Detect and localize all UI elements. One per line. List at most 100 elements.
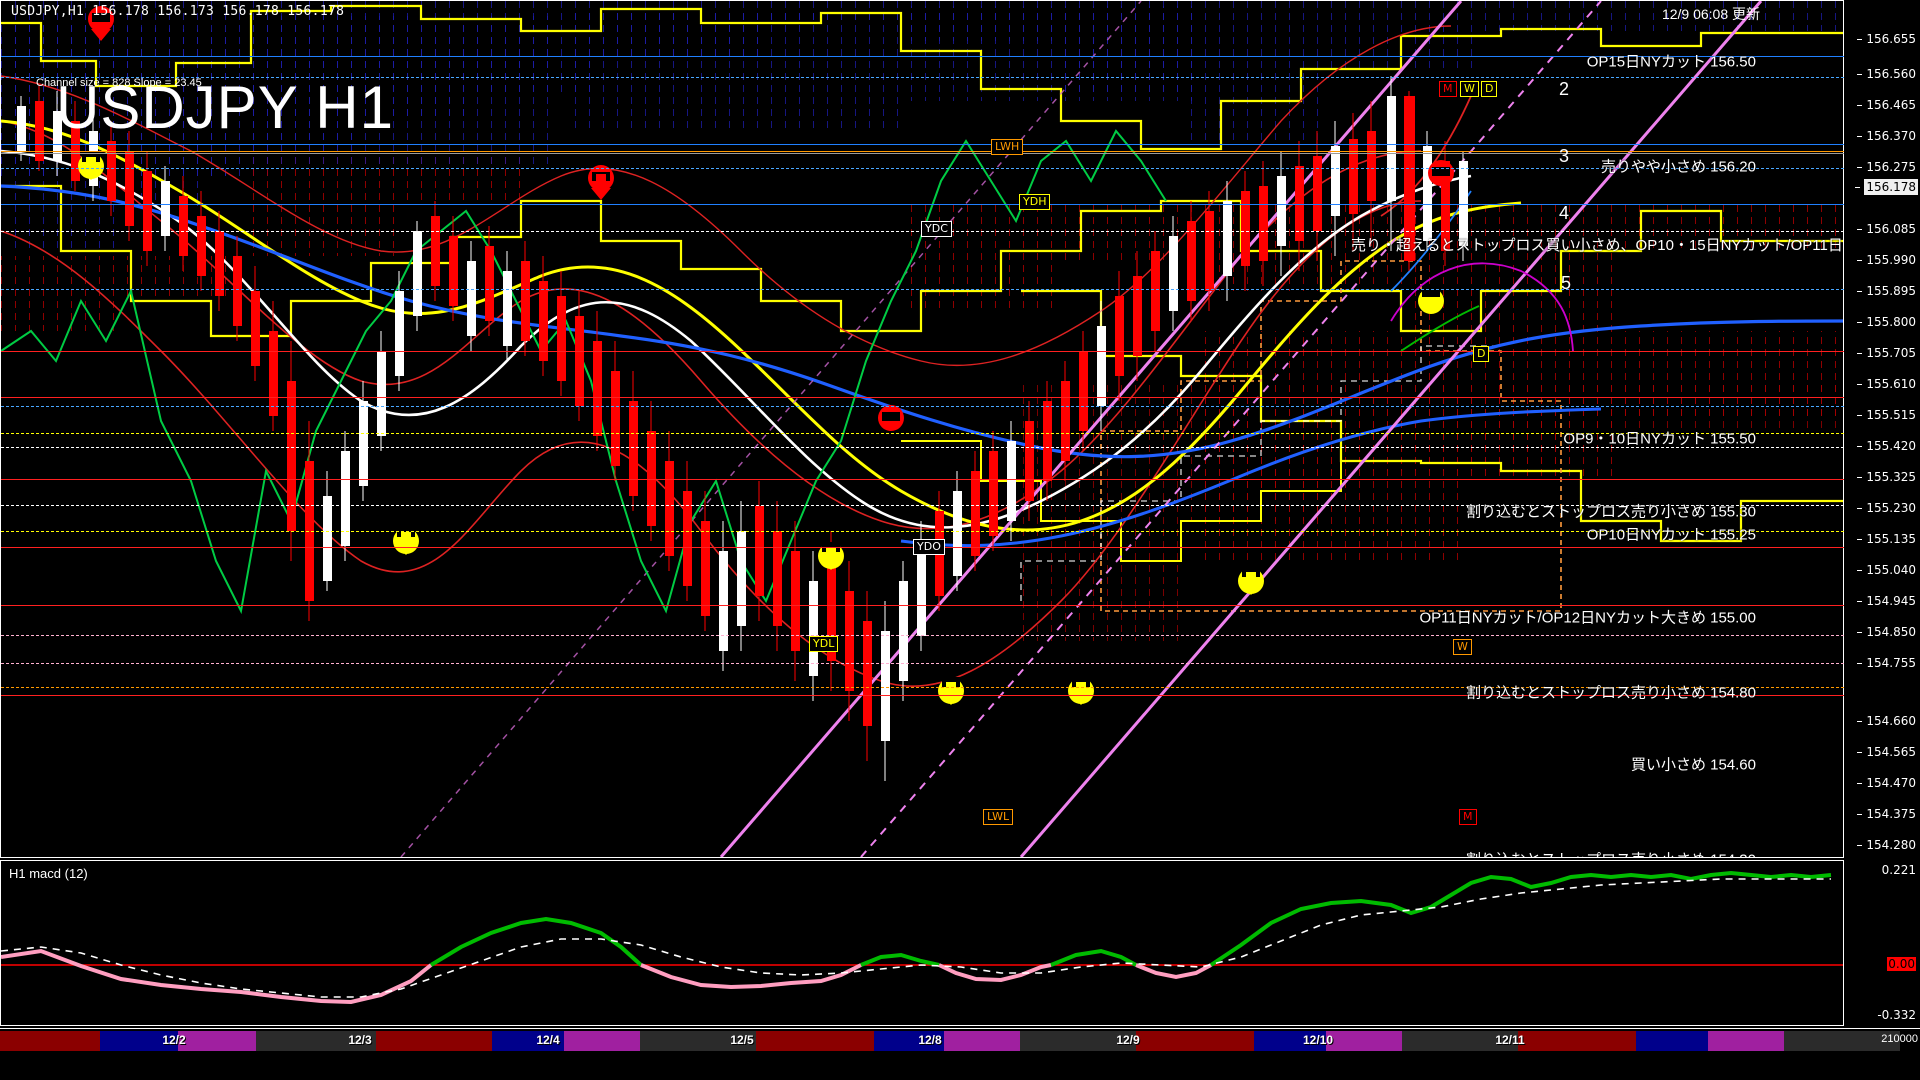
time-tick-5: 12/9 <box>1116 1033 1140 1047</box>
level-line-orange-1 <box>1 151 1844 152</box>
price-tick-16: 155.135 <box>1857 532 1916 546</box>
volume-label: 210000 <box>1881 1033 1918 1045</box>
session-block <box>1136 1031 1254 1051</box>
price-tick-18: 154.945 <box>1857 594 1916 608</box>
price-tick-9: 155.800 <box>1857 315 1916 329</box>
time-tick-2: 12/4 <box>536 1033 560 1047</box>
price-tick-1: 156.560 <box>1857 67 1916 81</box>
time-tick-4: 12/8 <box>918 1033 942 1047</box>
tag-w-low[interactable]: W <box>1453 639 1472 655</box>
level-line-dashed-5 <box>1 505 1844 506</box>
level-line-154-60 <box>1 605 1844 606</box>
channel-info-label: Channel size = 828 Slope = 23.45 <box>36 77 202 89</box>
level-line-154-30 <box>1 695 1844 696</box>
level-line-156-50 <box>1 56 1844 57</box>
time-tick-7: 12/11 <box>1495 1033 1525 1047</box>
annotation-level-4: 割り込むとストップロス売り小さめ 155.30 <box>1465 503 1756 521</box>
annotation-level-1: 売りやや小さめ 156.20 <box>1600 158 1756 176</box>
level-line-155-70 <box>1 204 1844 205</box>
session-block <box>1518 1031 1636 1051</box>
macd-tick-zero: 0.00 <box>1887 957 1916 971</box>
level-line-155-25 <box>1 433 1844 434</box>
trend-number-4: 4 <box>1559 203 1570 223</box>
session-block <box>1326 1031 1402 1051</box>
level-line-ydo <box>1 447 1844 448</box>
macd-tick-max: 0.221 <box>1881 863 1916 877</box>
trend-number-3: 3 <box>1559 146 1570 166</box>
price-tick-2: 156.465 <box>1857 98 1916 112</box>
tag-d-top[interactable]: D <box>1481 81 1498 97</box>
price-tick-22: 154.565 <box>1857 745 1916 759</box>
level-line-lwl <box>1 687 1844 688</box>
price-tick-11: 155.610 <box>1857 377 1916 391</box>
macd-tick-min: -0.332 <box>1877 1008 1916 1022</box>
annotation-level-5: OP10日NYカット 155.25 <box>1586 526 1756 544</box>
price-tick-6: 156.085 <box>1857 222 1916 236</box>
annotation-level-3: OP9・10日NYカット 155.50 <box>1563 430 1756 448</box>
session-block <box>178 1031 256 1051</box>
session-block <box>944 1031 1020 1051</box>
session-block <box>1784 1031 1900 1051</box>
tag-d-mid[interactable]: D <box>1473 346 1490 362</box>
session-block <box>0 1031 100 1051</box>
page-title: USDJPY H1 <box>56 74 395 141</box>
session-block <box>1020 1031 1136 1051</box>
session-block <box>492 1031 564 1051</box>
level-line-dashed-1 <box>1 77 1844 78</box>
macd-plot-area[interactable]: H1 macd (12) <box>1 861 1844 1025</box>
price-tick-7: 155.990 <box>1857 253 1916 267</box>
price-tick-8: 155.895 <box>1857 284 1916 298</box>
price-tick-14: 155.325 <box>1857 470 1916 484</box>
annotation-level-2: 売り・超えるとストップロス買い小さめ、OP10・15日NYカット/OP11日 <box>1351 237 1843 254</box>
session-block <box>1708 1031 1784 1051</box>
price-chart-pane[interactable]: LWH YDH YDC YDO YDL LWL M W D D W M 2 3 … <box>0 0 1920 858</box>
level-line-dashed-6 <box>1 635 1844 636</box>
price-plot-area[interactable]: LWH YDH YDC YDO YDL LWL M W D D W M 2 3 … <box>1 1 1844 857</box>
time-tick-3: 12/5 <box>730 1033 754 1047</box>
session-block <box>640 1031 756 1051</box>
level-line-155-50 <box>1 351 1844 352</box>
session-block <box>1254 1031 1326 1051</box>
price-tick-20: 154.755 <box>1857 656 1916 670</box>
price-tick-23: 154.470 <box>1857 776 1916 790</box>
session-block <box>376 1031 492 1051</box>
price-tick-17: 155.040 <box>1857 563 1916 577</box>
annotation-level-8: 買い小さめ 154.60 <box>1630 756 1756 774</box>
session-block <box>256 1031 376 1051</box>
price-tick-21: 154.660 <box>1857 714 1916 728</box>
tag-ydl[interactable]: YDL <box>809 636 839 652</box>
trend-number-5: 5 <box>1561 273 1572 293</box>
level-line-dashed-7 <box>1 663 1844 664</box>
price-chart-svg <box>1 1 1844 857</box>
level-line-156-20 <box>1 144 1844 145</box>
time-tick-1: 12/3 <box>348 1033 372 1047</box>
annotation-level-7: 割り込むとストップロス売り小さめ 154.80 <box>1465 684 1756 702</box>
level-line-155-00 <box>1 479 1844 480</box>
macd-axis[interactable]: 0.221 0.00 -0.332 <box>1843 860 1920 1026</box>
price-tick-12: 155.515 <box>1857 408 1916 422</box>
macd-indicator-label: H1 macd (12) <box>9 866 88 881</box>
tag-w-top[interactable]: W <box>1460 81 1479 97</box>
tag-ydh[interactable]: YDH <box>1019 194 1051 210</box>
price-tick-24: 154.375 <box>1857 807 1916 821</box>
tag-ydo[interactable]: YDO <box>913 539 945 555</box>
session-block <box>874 1031 944 1051</box>
price-tick-4: 156.275 <box>1857 160 1916 174</box>
price-tick-25: 154.280 <box>1857 838 1916 852</box>
macd-pane[interactable]: H1 macd (12) <box>0 860 1920 1026</box>
time-tick-0: 12/2 <box>162 1033 186 1047</box>
tag-m-low[interactable]: M <box>1459 809 1477 825</box>
time-axis[interactable]: 12/2 12/3 12/4 12/5 12/8 12/9 12/10 12/1… <box>0 1028 1920 1054</box>
session-block <box>100 1031 178 1051</box>
level-line-ydl <box>1 531 1844 532</box>
price-axis[interactable]: 156.655 156.560 156.465 156.370 156.275 … <box>1843 0 1920 858</box>
tag-m-top[interactable]: M <box>1439 81 1457 97</box>
price-tick-19: 154.850 <box>1857 625 1916 639</box>
price-tick-15: 155.230 <box>1857 501 1916 515</box>
tag-ydc[interactable]: YDC <box>921 221 952 237</box>
tag-lwl[interactable]: LWL <box>983 809 1014 825</box>
level-line-dashed-3 <box>1 289 1844 290</box>
tag-lwh[interactable]: LWH <box>991 139 1024 155</box>
session-block <box>564 1031 640 1051</box>
annotation-level-0: OP15日NYカット 156.50 <box>1586 53 1756 71</box>
